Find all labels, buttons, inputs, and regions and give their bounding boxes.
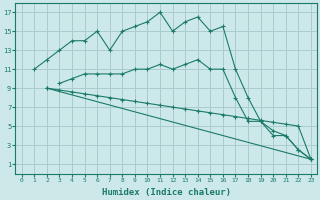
X-axis label: Humidex (Indice chaleur): Humidex (Indice chaleur) xyxy=(102,188,231,197)
